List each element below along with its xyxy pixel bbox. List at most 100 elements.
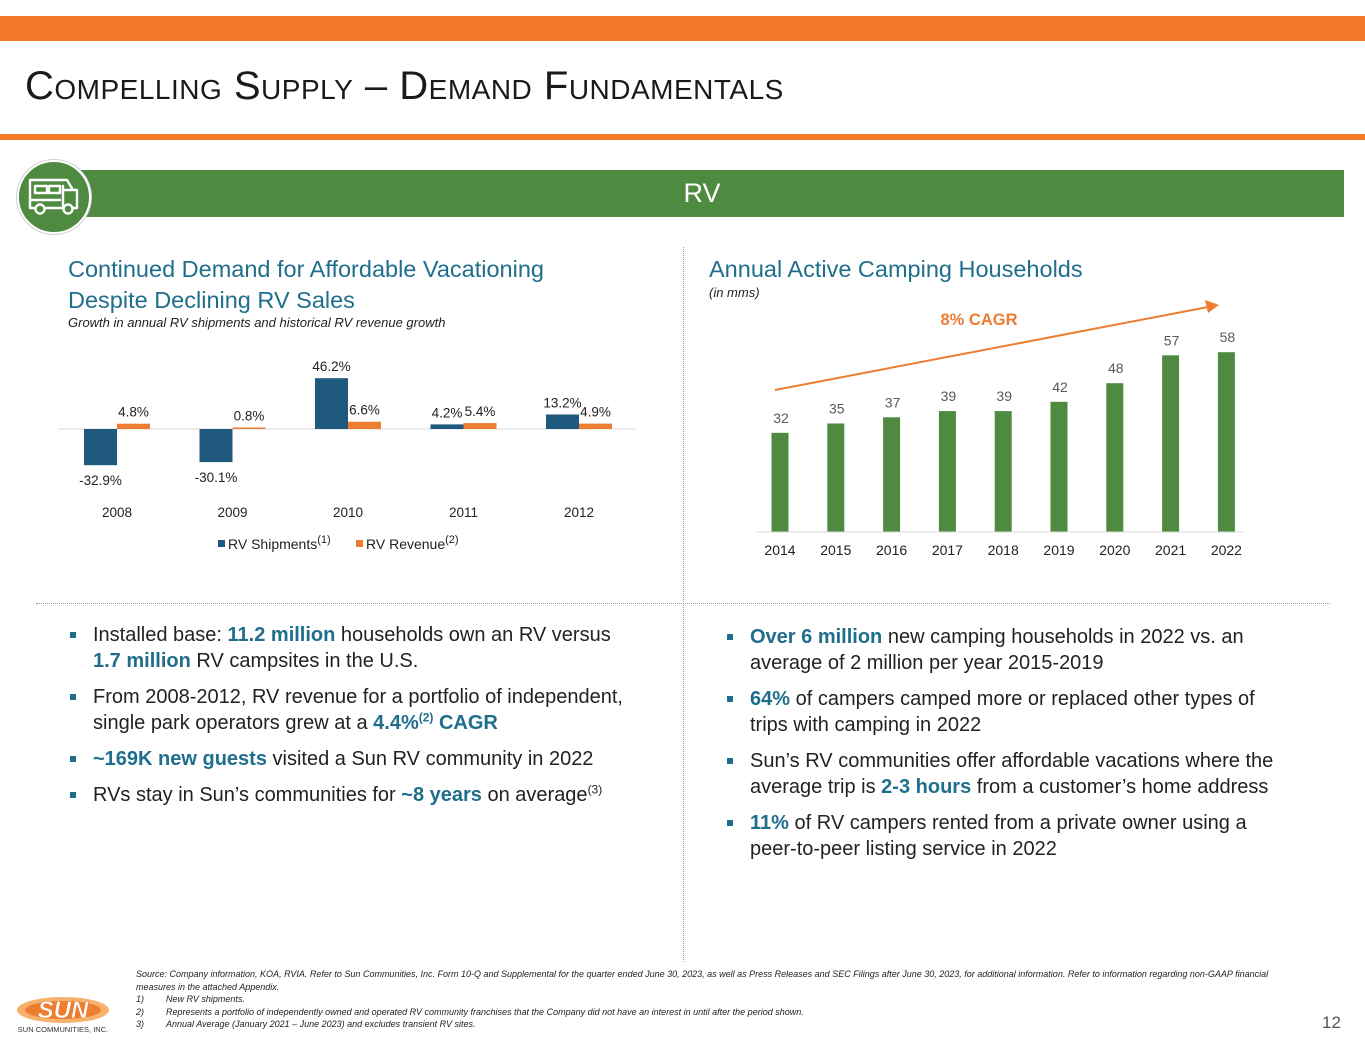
svg-text:SUN COMMUNITIES, INC.: SUN COMMUNITIES, INC. bbox=[18, 1025, 108, 1034]
bar-shipments-2008 bbox=[84, 429, 117, 466]
footnote-item: 3) Annual Average (January 2021 – June 20… bbox=[136, 1018, 1286, 1031]
bar-shipments-2012 bbox=[546, 414, 579, 429]
bullet-marker bbox=[70, 756, 76, 762]
left-bullet-1: Installed base: 11.2 million households … bbox=[68, 622, 628, 674]
footnote-source: Source: Company information, KOA, RVIA. … bbox=[136, 969, 1269, 992]
bar-revenue-2012 bbox=[579, 423, 612, 429]
page-number: 12 bbox=[1322, 1013, 1341, 1032]
data-label: 42 bbox=[1052, 379, 1068, 395]
bar-shipments-2009 bbox=[199, 429, 233, 463]
data-label: 46.2% bbox=[312, 359, 350, 374]
x-tick-label: 2010 bbox=[333, 505, 363, 520]
data-label: 48 bbox=[1108, 360, 1124, 376]
legend-swatch bbox=[218, 540, 225, 547]
highlight-text: ~8 years bbox=[401, 784, 482, 806]
x-tick-label: 2017 bbox=[932, 542, 963, 558]
x-tick-label: 2020 bbox=[1099, 542, 1130, 558]
horizontal-divider bbox=[36, 603, 1330, 604]
x-tick-label: 2012 bbox=[564, 505, 594, 520]
footnote-item: 2) Represents a portfolio of independentl… bbox=[136, 1006, 1286, 1019]
footnote-text: Annual Average (January 2021 – June 2023… bbox=[166, 1019, 476, 1029]
right-bullet-4: 11% of RV campers rented from a private … bbox=[725, 810, 1295, 862]
highlight-text: 2-3 hours bbox=[881, 776, 972, 798]
right-bullet-1: Over 6 million new camping households in… bbox=[725, 624, 1295, 676]
vertical-divider bbox=[683, 247, 684, 962]
right-bullet-2: 64% of campers camped more or replaced o… bbox=[725, 686, 1295, 738]
x-tick-label: 2021 bbox=[1155, 542, 1186, 558]
page-title: Compelling Supply – Demand Fundamentals bbox=[25, 64, 784, 108]
highlight-text: ~169K new guests bbox=[93, 748, 267, 770]
left-chart-subtitle: Growth in annual RV shipments and histor… bbox=[68, 315, 446, 330]
left-bullet-4: RVs stay in Sun’s communities for ~8 yea… bbox=[68, 782, 628, 808]
bullet-text: new camping households in 2022 vs. an av… bbox=[750, 626, 1244, 674]
data-label: 39 bbox=[941, 388, 957, 404]
bullet-marker bbox=[727, 758, 733, 764]
svg-text:SUN: SUN bbox=[38, 997, 89, 1024]
footnote-number: 2) bbox=[136, 1006, 145, 1017]
cagr-arrow-line bbox=[774, 306, 1209, 391]
data-label: 4.2% bbox=[432, 405, 463, 420]
footnote-text: Represents a portfolio of independently … bbox=[166, 1006, 804, 1017]
bar-2018 bbox=[994, 411, 1012, 532]
right-chart-subtitle: (in mms) bbox=[709, 285, 760, 300]
left-chart-heading: Continued Demand for Affordable Vacation… bbox=[68, 254, 668, 316]
bar-shipments-2011 bbox=[430, 424, 464, 429]
left-chart-heading-line2: Despite Declining RV Sales bbox=[68, 287, 355, 313]
data-label: 57 bbox=[1164, 332, 1180, 348]
cagr-arrow-head bbox=[1205, 300, 1219, 313]
legend-swatch bbox=[356, 540, 363, 547]
bar-revenue-2011 bbox=[463, 423, 497, 429]
highlight-text: 64% bbox=[750, 688, 791, 710]
data-label: -30.1% bbox=[195, 470, 238, 485]
data-label: 39 bbox=[996, 388, 1012, 404]
bar-2014 bbox=[771, 432, 789, 532]
footnote-item: 1) New RV shipments. bbox=[136, 993, 1286, 1006]
bar-revenue-2010 bbox=[348, 421, 381, 429]
bar-2017 bbox=[938, 411, 956, 532]
x-tick-label: 2018 bbox=[988, 542, 1019, 558]
bullet-marker bbox=[727, 820, 733, 826]
data-label: 37 bbox=[885, 394, 901, 410]
bullet-text: of campers camped more or replaced other… bbox=[750, 688, 1255, 736]
highlight-text: 11% bbox=[750, 812, 789, 834]
bullet-text: from a customer’s home address bbox=[971, 776, 1269, 798]
bar-shipments-2010 bbox=[315, 378, 348, 429]
bar-2022 bbox=[1217, 352, 1235, 532]
camping-households-chart: 32 2014 35 2015 37 2016 39 2017 39 2018 42 2019 48 20… bbox=[756, 300, 1243, 558]
legend-label: RV Revenue(2) bbox=[366, 534, 459, 552]
bar-revenue-2008 bbox=[117, 423, 150, 429]
bar-2019 bbox=[1050, 401, 1068, 532]
data-label: 4.9% bbox=[580, 405, 611, 420]
left-chart-heading-line1: Continued Demand for Affordable Vacation… bbox=[68, 256, 544, 282]
section-banner bbox=[60, 170, 1344, 217]
bullet-marker bbox=[727, 634, 733, 640]
sun-communities-logo: SUN SUN COMMUNITIES, INC. bbox=[17, 997, 109, 1034]
x-tick-label: 2022 bbox=[1211, 542, 1242, 558]
bullet-text: on average bbox=[481, 784, 588, 806]
rv-growth-chart: -32.9% 4.8% 2008 -30.1% 0.8% 2009 46.2% 6.6% 201… bbox=[58, 359, 636, 552]
left-bullet-3: ~169K new guests visited a Sun RV commun… bbox=[68, 746, 628, 772]
data-label: 4.8% bbox=[118, 405, 149, 420]
x-tick-label: 2014 bbox=[764, 542, 795, 558]
left-bullet-list: Installed base: 11.2 million households … bbox=[68, 622, 628, 818]
bullet-marker bbox=[727, 696, 733, 702]
bullet-text: Installed base: bbox=[93, 624, 228, 646]
data-label: 0.8% bbox=[234, 409, 265, 424]
data-label: 35 bbox=[829, 401, 845, 417]
bar-revenue-2009 bbox=[232, 427, 266, 429]
x-tick-label: 2008 bbox=[102, 505, 132, 520]
bullet-text: households own an RV versus bbox=[335, 624, 611, 646]
rv-icon bbox=[17, 160, 91, 234]
data-label: 58 bbox=[1220, 329, 1236, 345]
data-label: 6.6% bbox=[349, 403, 380, 418]
data-label: 5.4% bbox=[465, 404, 496, 419]
footnote-number: 3) bbox=[136, 1019, 145, 1029]
bullet-text: (3) bbox=[587, 782, 603, 797]
data-label: -32.9% bbox=[79, 473, 122, 488]
legend-label: RV Shipments(1) bbox=[228, 534, 331, 552]
highlight-text: 4.4% bbox=[373, 712, 419, 734]
data-label: 13.2% bbox=[543, 395, 581, 410]
x-tick-label: 2009 bbox=[217, 505, 247, 520]
highlight-text: 11.2 million bbox=[227, 624, 336, 646]
x-tick-label: 2016 bbox=[876, 542, 907, 558]
